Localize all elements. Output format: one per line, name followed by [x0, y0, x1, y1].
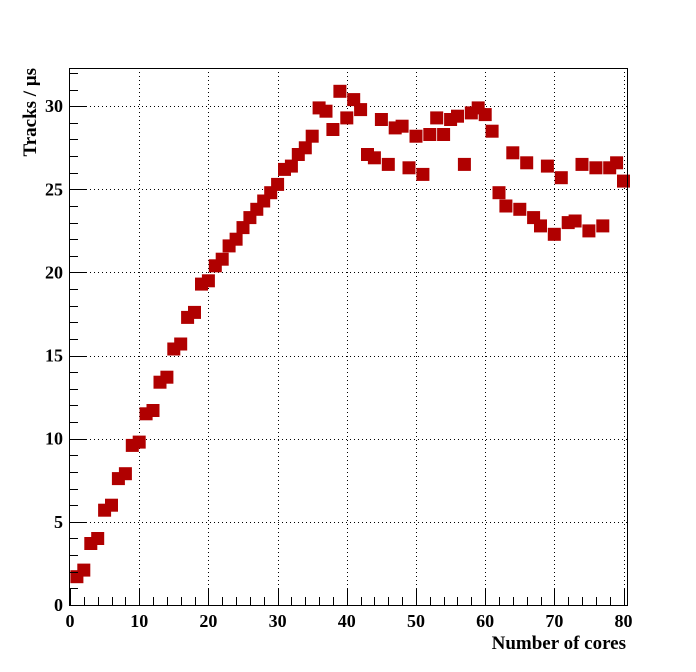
x-axis-title: Number of cores	[492, 633, 626, 654]
data-point	[374, 113, 388, 126]
plot-frame	[69, 68, 628, 606]
data-point	[589, 161, 603, 175]
data-point	[160, 370, 174, 384]
x-tick-label: 80	[615, 611, 633, 631]
axis-ticks	[70, 73, 625, 606]
data-point	[354, 103, 368, 117]
y-tick-label: 5	[54, 512, 63, 532]
data-point	[582, 224, 596, 238]
data-point	[326, 123, 340, 136]
x-tick-label: 10	[130, 611, 148, 631]
data-point	[118, 467, 132, 481]
x-tick-label: 30	[269, 611, 287, 631]
data-point	[77, 563, 91, 577]
data-point	[347, 93, 361, 107]
data-point	[534, 219, 547, 233]
data-point	[333, 84, 347, 98]
tick-labels: 0 10 20 30 40 50 60 70 80 0 5 10 15 20 25 30	[45, 96, 633, 631]
y-tick-label: 15	[45, 346, 63, 366]
data-point	[568, 214, 582, 228]
y-axis-title: Tracks / μs	[20, 68, 41, 157]
data-point	[610, 156, 624, 170]
data-point	[540, 159, 554, 173]
data-point	[367, 151, 381, 165]
data-point	[229, 232, 243, 246]
data-point	[395, 119, 409, 133]
y-tick-label: 30	[45, 96, 63, 116]
data-point	[437, 128, 451, 141]
data-point	[430, 111, 444, 125]
x-tick-label: 40	[338, 611, 356, 631]
data-point	[492, 186, 506, 200]
x-tick-label: 20	[199, 611, 217, 631]
data-point	[188, 305, 201, 319]
data-point	[298, 141, 312, 155]
data-point	[319, 104, 333, 118]
y-tick-label: 20	[45, 262, 63, 282]
data-points	[70, 84, 630, 584]
data-point	[201, 274, 215, 288]
data-point	[174, 337, 188, 351]
data-point	[91, 532, 105, 545]
data-point	[132, 435, 146, 449]
data-point	[554, 171, 568, 185]
data-point	[457, 157, 471, 171]
x-tick-label: 50	[407, 611, 425, 631]
data-point	[423, 128, 437, 141]
data-point	[520, 156, 534, 170]
data-point	[409, 129, 423, 143]
data-point	[381, 157, 395, 171]
data-point	[105, 498, 118, 512]
data-point	[499, 199, 513, 213]
y-tick-label: 10	[45, 429, 63, 449]
data-point	[305, 129, 319, 143]
data-point	[416, 167, 430, 181]
data-point	[146, 404, 160, 417]
y-tick-label: 25	[45, 179, 63, 199]
y-tick-label: 0	[54, 595, 63, 615]
data-point	[617, 174, 630, 188]
data-point	[506, 146, 520, 160]
data-point	[451, 109, 464, 123]
x-tick-label: 70	[545, 611, 563, 631]
x-tick-label: 60	[476, 611, 494, 631]
data-point	[575, 157, 589, 171]
data-point	[215, 252, 229, 266]
data-point	[547, 227, 561, 241]
data-point	[340, 111, 354, 125]
grid-lines	[70, 68, 627, 605]
data-point	[402, 161, 416, 175]
data-point	[485, 124, 499, 138]
data-point	[284, 159, 298, 173]
data-point	[478, 108, 492, 122]
data-point	[271, 177, 285, 191]
x-tick-label: 0	[66, 611, 75, 631]
data-point	[236, 221, 250, 235]
data-point	[596, 219, 610, 233]
data-point	[513, 202, 527, 216]
